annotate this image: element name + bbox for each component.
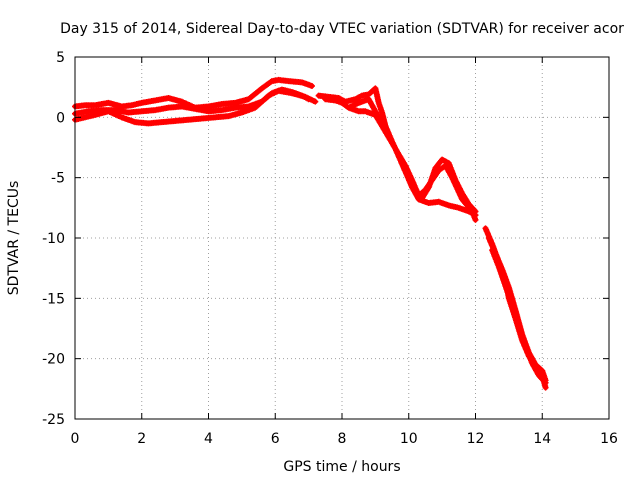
- data-point: [472, 216, 479, 223]
- x-tick-label: 10: [400, 431, 418, 447]
- x-tick-label: 2: [137, 431, 146, 447]
- grid-lines: [75, 57, 609, 419]
- x-tick-label: 0: [71, 431, 80, 447]
- y-axis-title: SDTVAR / TECUs: [6, 181, 22, 296]
- series-track-9: [489, 247, 549, 386]
- y-tick-label: -20: [42, 352, 65, 368]
- data-point: [541, 378, 548, 385]
- data-points: [72, 76, 549, 391]
- y-tick-label: -15: [42, 291, 65, 307]
- series-line: [346, 96, 478, 214]
- chart-title: Day 315 of 2014, Sidereal Day-to-day VTE…: [60, 21, 624, 37]
- x-tick-label: 12: [467, 431, 485, 447]
- axis-ticks: 0 2 4 6 8 10 12 14 16 5 0 -5 -10 -15 -20 -25: [42, 50, 618, 447]
- y-tick-label: -25: [42, 412, 65, 428]
- data-point: [312, 98, 319, 105]
- data-point: [308, 82, 315, 89]
- y-tick-label: -10: [42, 231, 65, 247]
- x-tick-label: 14: [533, 431, 551, 447]
- series-track-6: [345, 96, 479, 215]
- x-tick-label: 16: [600, 431, 618, 447]
- x-axis-title: GPS time / hours: [283, 459, 400, 475]
- x-tick-label: 6: [271, 431, 280, 447]
- data-point: [472, 208, 479, 215]
- y-tick-label: -5: [51, 171, 65, 187]
- data-point: [542, 379, 549, 386]
- y-tick-label: 5: [56, 50, 65, 66]
- y-tick-label: 0: [56, 110, 65, 126]
- data-point: [471, 207, 478, 214]
- x-tick-label: 4: [204, 431, 213, 447]
- x-tick-label: 8: [338, 431, 347, 447]
